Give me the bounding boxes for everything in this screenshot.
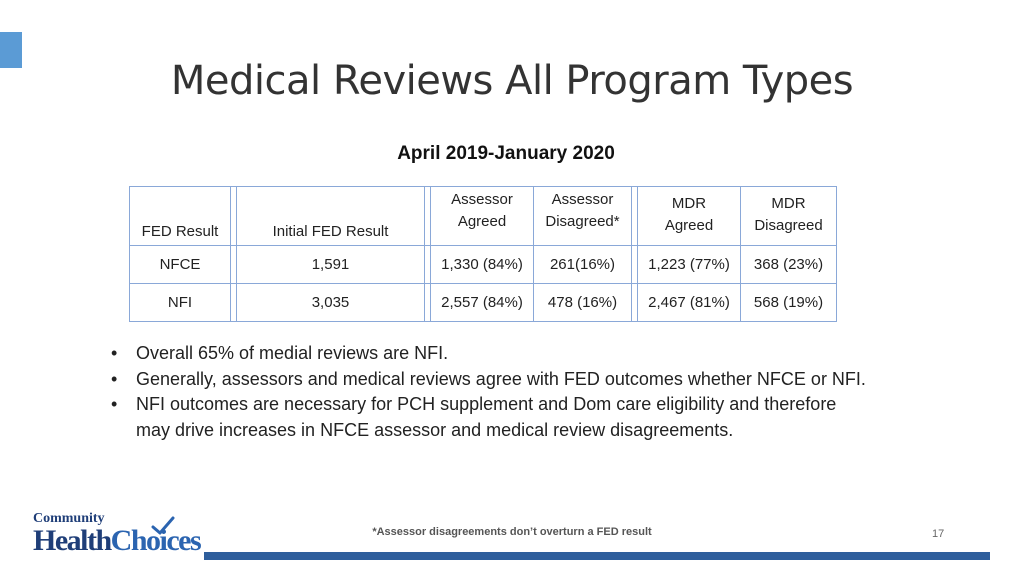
header-initial-fed-result: Initial FED Result (236, 186, 425, 246)
bullet-list: • Overall 65% of medial reviews are NFI. … (111, 341, 871, 443)
page-number: 17 (932, 528, 945, 540)
cell-fed-result: NFI (129, 283, 231, 322)
footnote: *Assessor disagreements don’t overturn a… (372, 526, 652, 538)
accent-block (0, 32, 22, 68)
bullet-dot-icon: • (111, 394, 118, 414)
checkmark-icon (151, 516, 175, 535)
bullet-text: Overall 65% of medial reviews are NFI. (136, 343, 449, 363)
header-mdr-agreed: MDR Agreed (637, 186, 741, 246)
header-mdr-disagreed: MDR Disagreed (740, 186, 837, 246)
cell-initial-fed-result: 1,591 (236, 245, 425, 284)
table-row: NFCE 1,591 1,330 (84%) 261(16%) 1,223 (7… (129, 245, 837, 284)
header-line: Disagreed (754, 217, 823, 234)
footer-bar (204, 552, 990, 560)
header-line: Agreed (664, 217, 714, 234)
bullet-dot-icon: • (111, 343, 118, 363)
bullet-dot-icon: • (111, 368, 118, 389)
header-line: Assessor (551, 191, 614, 208)
cell-mdr-disagreed: 368 (23%) (740, 245, 837, 284)
logo-line1: Community (33, 511, 105, 526)
logo-wordmark: HealthChoices (33, 526, 203, 556)
table-row: NFI 3,035 2,557 (84%) 478 (16%) 2,467 (8… (129, 283, 837, 322)
cell-assessor-agreed: 1,330 (84%) (430, 245, 534, 284)
header-line: Disagreed* (545, 213, 620, 230)
bullet-text: Generally, assessors and medical reviews… (136, 368, 866, 389)
bullet-text: NFI outcomes are necessary for PCH suppl… (136, 394, 837, 440)
header-line: MDR (671, 195, 707, 212)
logo-word-health: Health (33, 524, 112, 557)
slide-subtitle: April 2019-January 2020 (397, 143, 615, 164)
header-line: Assessor (451, 191, 513, 208)
cell-mdr-agreed: 1,223 (77%) (637, 245, 741, 284)
cell-mdr-agreed: 2,467 (81%) (637, 283, 741, 322)
slide-title: Medical Reviews All Program Types (170, 58, 854, 104)
cell-fed-result: NFCE (129, 245, 231, 284)
results-table: FED Result Initial FED Result Assessor A… (129, 186, 837, 322)
cell-mdr-disagreed: 568 (19%) (740, 283, 837, 322)
header-line: MDR (771, 195, 806, 212)
cell-initial-fed-result: 3,035 (236, 283, 425, 322)
cell-assessor-disagreed: 261(16%) (533, 245, 632, 284)
bullet-item: • NFI outcomes are necessary for PCH supp… (111, 392, 871, 443)
cell-assessor-disagreed: 478 (16%) (533, 283, 632, 322)
header-assessor-disagreed: Assessor Disagreed* (533, 186, 632, 246)
header-fed-result: FED Result (129, 186, 231, 246)
header-assessor-agreed: Assessor Agreed (430, 186, 534, 246)
bullet-item: • Generally, assessors and medical review… (111, 367, 871, 393)
header-line: Agreed (457, 213, 507, 230)
bullet-item: • Overall 65% of medial reviews are NFI. (111, 341, 871, 367)
table-header-row: FED Result Initial FED Result Assessor A… (129, 186, 837, 246)
cell-assessor-agreed: 2,557 (84%) (430, 283, 534, 322)
community-healthchoices-logo: Community HealthChoices (33, 512, 203, 567)
